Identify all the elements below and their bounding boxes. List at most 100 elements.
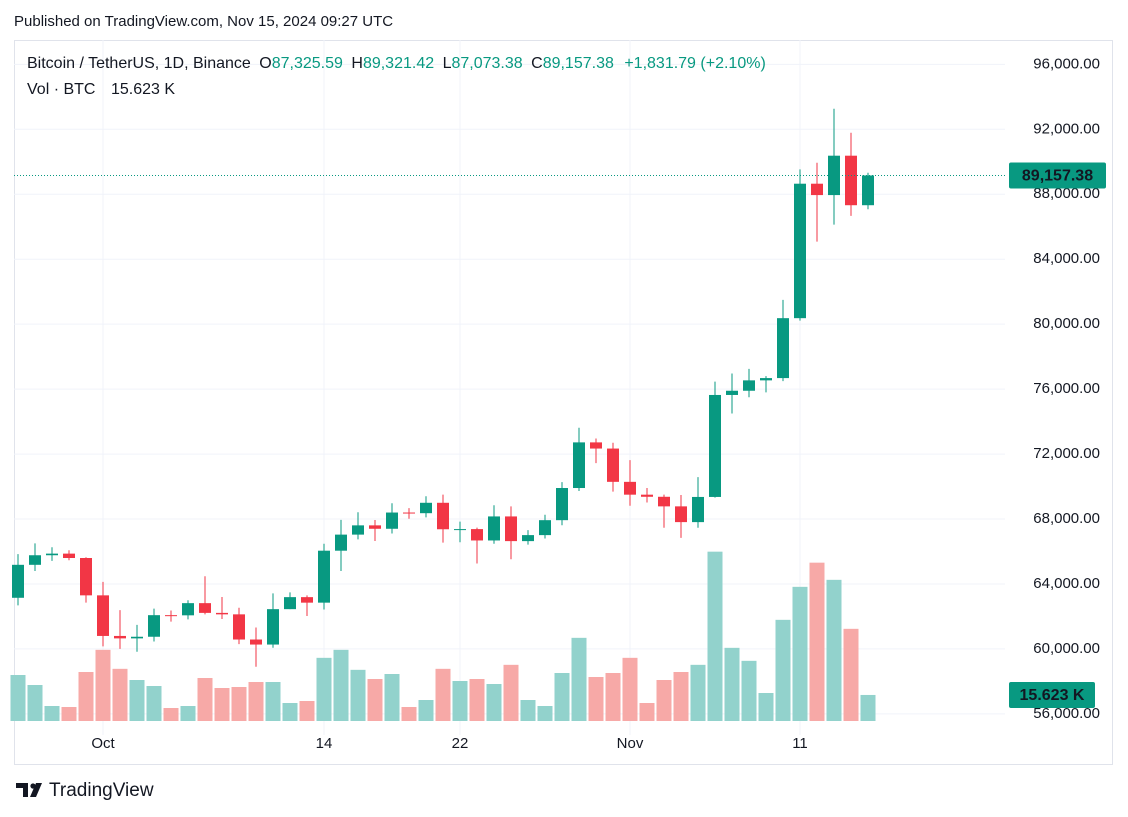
candle-body [420,502,432,514]
volume-bar [758,693,774,721]
y-tick-label: 56,000.00 [1033,705,1100,722]
candle-body [437,502,449,530]
volume-bar [333,649,349,721]
candle-body [743,380,755,391]
grid [14,40,1005,735]
legend-close: 89,157.38 [543,55,614,72]
volume-bar [10,675,26,721]
candle-body [114,635,126,639]
last-price-label: 89,157.38 [1022,168,1093,185]
brand-logo [16,783,42,797]
candle-body [862,175,874,206]
volume-bar [214,688,230,721]
volume-bar [401,707,417,721]
x-tick-label: 11 [792,735,808,752]
candle-body [267,609,279,645]
volume-bar [384,674,400,721]
legend-open-label: O [259,55,271,72]
published-note: Published on TradingView.com, Nov 15, 20… [14,13,393,30]
candles [12,108,874,667]
volume-bar [503,664,519,721]
candle-body [250,639,262,645]
candle-body [777,318,789,379]
volume-bar [537,706,553,721]
legend-low: 87,073.38 [451,55,522,72]
volume-bar [622,657,638,721]
volume-bar [452,681,468,721]
candle-body [386,512,398,529]
last-volume-label: 15.623 K [1020,687,1085,704]
candle-body [284,597,296,610]
y-tick-label: 80,000.00 [1033,315,1100,332]
volume-bar [656,680,672,721]
last-price-tag [1009,162,1106,189]
volume-bar [741,660,757,721]
volume-bar [316,657,332,721]
y-tick-label: 64,000.00 [1033,575,1100,592]
legend: Bitcoin / TetherUS, 1D, Binance O87,325.… [27,55,766,72]
candle-body [233,614,245,640]
candle-body [352,525,364,535]
y-tick-label: 60,000.00 [1033,640,1100,657]
volume-bar [112,668,128,721]
candle-body [148,615,160,637]
volume-bar [588,677,604,721]
candle-body [590,442,602,449]
candle-body [369,525,381,529]
volume-bar [231,687,247,721]
volume-bar [843,628,859,721]
volume-bar [724,647,740,721]
candle-body [573,442,585,489]
volume-bar [95,649,111,721]
chart-frame [14,40,1113,765]
candle-body [165,615,177,617]
volume-bar [775,619,791,721]
candle-body [794,183,806,319]
candle-body [80,558,92,596]
legend-volume-label: Vol · BTC [27,81,95,98]
candle-body [726,390,738,395]
legend-high: 89,321.42 [363,55,434,72]
candle-body [318,550,330,603]
candle-body [539,520,551,536]
candle-body [675,506,687,523]
candle-body [556,488,568,521]
y-tick-label: 72,000.00 [1033,445,1100,462]
volume-bar [61,707,77,721]
legend-close-label: C [531,55,543,72]
legend-high-label: H [351,55,363,72]
candle-body [505,516,517,542]
volume-bar [180,706,196,721]
volume-bar [78,672,94,721]
volume-bar [639,703,655,721]
volume-bar [44,706,60,721]
volume-pane [10,551,876,721]
volume-bar [690,664,706,721]
volume-bar [860,694,876,721]
price-axis: 56,000.00 60,000.00 64,000.00 68,000.00 72,0… [91,55,1100,752]
volume-bar [554,673,570,721]
candle-body [845,155,857,206]
candle-body [216,612,228,615]
y-tick-label: 84,000.00 [1033,250,1100,267]
candle-body [624,481,636,495]
y-tick-label: 92,000.00 [1033,120,1100,137]
volume-bar [163,708,179,721]
last-volume-tag [1009,681,1095,708]
candle-body [131,636,143,639]
legend-open: 87,325.59 [272,55,343,72]
volume-bar [299,701,315,721]
candle-body [607,448,619,482]
candle-body [522,535,534,542]
legend-change: +1,831.79 (+2.10%) [624,55,765,72]
volume-bar [350,669,366,721]
volume-bar [486,684,502,721]
candle-body [46,553,58,556]
candle-body [199,603,211,613]
candle-body [29,555,41,565]
volume-bar [469,679,485,721]
candle-body [692,496,704,523]
candle-body [811,183,823,196]
volume-bar [707,551,723,721]
y-tick-label: 96,000.00 [1033,55,1100,72]
